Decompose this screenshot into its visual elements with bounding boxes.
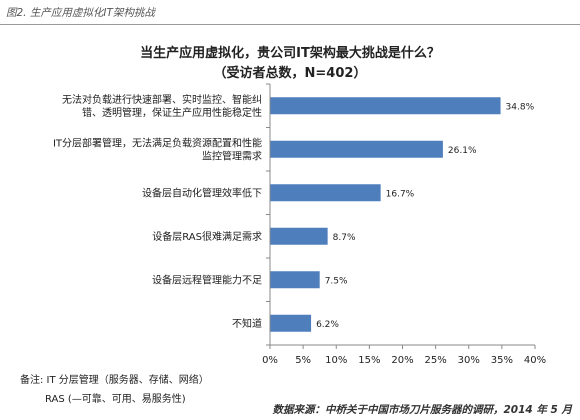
bar-3 [270, 184, 381, 202]
category-label-3: 设备层自动化管理效率低下 [142, 186, 262, 199]
figure-label: 图2. 生产应用虚拟化IT架构挑战 [6, 7, 155, 19]
value-label-3: 16.7% [386, 189, 415, 199]
category-label-6: 不知道 [232, 317, 262, 330]
value-label-5: 7.5% [325, 276, 348, 286]
x-tick-label-6: 30% [458, 355, 480, 366]
chart-title: 当生产应用虚拟化，贵公司IT架构最大挑战是什么？ [140, 46, 440, 61]
note-line-1: 备注: IT 分层管理（服务器、存储、网络） [20, 375, 209, 386]
axis-layer: 0% 5% 10% 15% 20% 25% 30% 35% 40% [262, 83, 546, 366]
x-tick-label-2: 10% [325, 355, 347, 366]
note-line-2: RAS (—可靠、可用、易服务性) [45, 394, 186, 405]
value-label-2: 26.1% [448, 146, 477, 156]
bar-5 [270, 271, 320, 289]
category-label-1-line-1: 无法对负载进行快速部署、实时监控、智能纠 [62, 93, 262, 106]
category-label-5: 设备层远程管理能力不足 [152, 273, 262, 286]
labels-layer: 34.8% 无法对负载进行快速部署、实时监控、智能纠错、透明管理，保证生产应用性能… [53, 93, 535, 330]
data-source: 数据来源：中桥关于中国市场刀片服务器的调研，2014 年 5 月 [272, 404, 573, 416]
bar-1 [270, 97, 501, 115]
bars-layer [270, 97, 501, 332]
bar-6 [270, 314, 312, 332]
x-tick-label-8: 40% [524, 355, 546, 366]
value-label-4: 8.7% [333, 233, 356, 243]
bar-4 [270, 227, 328, 245]
category-label-4: 设备层RAS很难满足需求 [152, 230, 262, 243]
value-label-1: 34.8% [506, 102, 535, 112]
x-tick-label-0: 0% [262, 355, 278, 366]
value-label-6: 6.2% [316, 320, 339, 330]
chart-subtitle: （受访者总数，N=402） [213, 66, 367, 81]
x-tick-label-4: 20% [391, 355, 413, 366]
x-tick-label-1: 5% [295, 355, 311, 366]
category-label-2-line-1: IT分层部署管理，无法满足负载资源配置和性能 [53, 136, 262, 149]
category-label-2-line-2: 监控管理需求 [202, 149, 262, 162]
x-tick-label-7: 35% [491, 355, 513, 366]
bar-2 [270, 140, 443, 158]
x-tick-label-3: 15% [358, 355, 380, 366]
figure-header: 图2. 生产应用虚拟化IT架构挑战 [0, 0, 580, 25]
x-tick-label-5: 25% [425, 355, 447, 366]
category-label-1-line-2: 错、透明管理，保证生产应用性能稳定性 [82, 106, 262, 119]
